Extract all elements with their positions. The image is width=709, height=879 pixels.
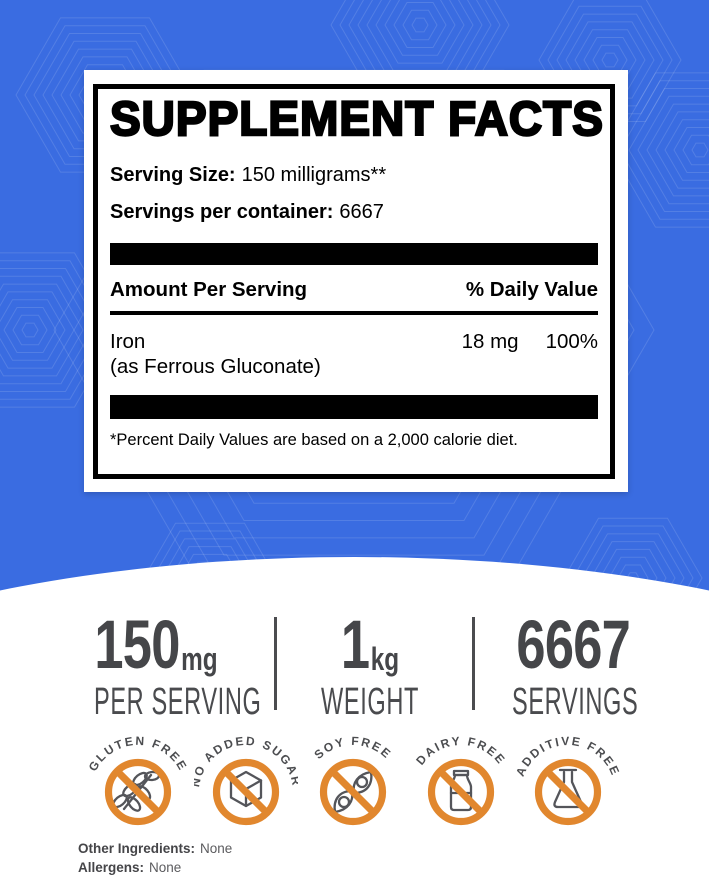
prohibition-slash (544, 768, 592, 816)
servings-per-container-value: 6667 (339, 201, 384, 223)
stat-value: 1 (340, 606, 370, 683)
stat-unit: mg (181, 641, 218, 677)
ingredient-row: Iron (as Ferrous Gluconate) 18 mg 100% (110, 329, 598, 379)
stat-value: 150 (94, 606, 180, 683)
badge-no-added-sugar: NO ADDED SUGAR (194, 734, 298, 826)
ingredient-form: (as Ferrous Gluconate) (110, 355, 321, 378)
daily-value-footnote: *Percent Daily Values are based on a 2,0… (110, 431, 518, 449)
stat-label: WEIGHT (321, 681, 419, 723)
thick-divider-bar (110, 395, 598, 419)
stat-label: PER SERVING (94, 681, 262, 723)
daily-value-header: % Daily Value (465, 278, 598, 301)
serving-size-label: Serving Size: (110, 164, 236, 186)
free-from-badges-row: GLUTEN FREE NO ADDED SUGAR (86, 728, 620, 838)
badge-dairy-free: DAIRY FREE (413, 734, 506, 826)
ingredient-name-block: Iron (as Ferrous Gluconate) (110, 329, 321, 379)
other-ingredients-line: Other Ingredients: None (78, 839, 232, 858)
allergens-line: Allergens: None (78, 858, 232, 877)
prohibition-circle (319, 758, 387, 826)
svg-text:ADDITIVE FREE: ADDITIVE FREE (516, 734, 620, 779)
ingredient-values: 18 mg 100% (462, 329, 598, 379)
allergens-label: Allergens: (78, 860, 145, 875)
badge-gluten-free: GLUTEN FREE (86, 734, 190, 826)
facts-title: SUPPLEMENT FACTS (109, 90, 604, 146)
prohibition-slash (329, 768, 377, 816)
prohibition-slash (436, 768, 485, 816)
prohibition-slash (114, 768, 162, 816)
stat-label: SERVINGS (512, 681, 639, 723)
other-ingredients-value: None (200, 841, 233, 856)
white-curve-divider (0, 557, 709, 879)
stat-divider (472, 617, 475, 710)
stat-weight: 1 kg WEIGHT (270, 606, 470, 723)
thick-divider-bar (110, 243, 598, 265)
stat-value: 6667 (516, 606, 631, 683)
prohibition-slash (221, 768, 270, 816)
svg-text:SOY FREE: SOY FREE (311, 734, 394, 762)
stat-value-block: 6667 (498, 606, 650, 683)
ingredient-daily-value: 100% (545, 330, 598, 353)
prohibition-circle (427, 758, 494, 826)
facts-header-row: Amount Per Serving % Daily Value (110, 278, 598, 302)
facts-border-box: SUPPLEMENT FACTS Serving Size: 150 millig… (93, 84, 615, 479)
badge-soy-free: SOY FREE (311, 734, 394, 826)
badge-additive-free: ADDITIVE FREE (516, 734, 620, 826)
thin-divider-rule (110, 311, 598, 315)
serving-size-line: Serving Size: 150 milligrams** (110, 163, 598, 187)
ingredients-footer: Other Ingredients: None Allergens: None (78, 839, 232, 877)
serving-size-value: 150 milligrams** (241, 164, 387, 186)
prohibition-circle (534, 758, 602, 826)
svg-text:GLUTEN FREE: GLUTEN FREE (86, 734, 190, 774)
stat-per-serving: 150 mg PER SERVING (56, 606, 262, 723)
prohibition-circle (104, 758, 172, 826)
stat-servings: 6667 SERVINGS (474, 606, 674, 723)
servings-per-container-label: Servings per container: (110, 201, 334, 223)
stat-divider (274, 617, 277, 710)
ingredient-name: Iron (110, 330, 146, 353)
stat-value-block: 150 mg (80, 606, 232, 683)
stat-value-block: 1 kg (294, 606, 446, 683)
servings-per-container-line: Servings per container: 6667 (110, 200, 598, 224)
amount-per-serving-header: Amount Per Serving (110, 278, 308, 301)
stat-unit: kg (370, 641, 400, 677)
supplement-facts-panel: SUPPLEMENT FACTS Serving Size: 150 millig… (84, 70, 628, 492)
allergens-value: None (149, 860, 182, 875)
other-ingredients-label: Other Ingredients: (78, 841, 196, 856)
ingredient-amount: 18 mg (461, 330, 519, 353)
prohibition-circle (212, 758, 279, 826)
